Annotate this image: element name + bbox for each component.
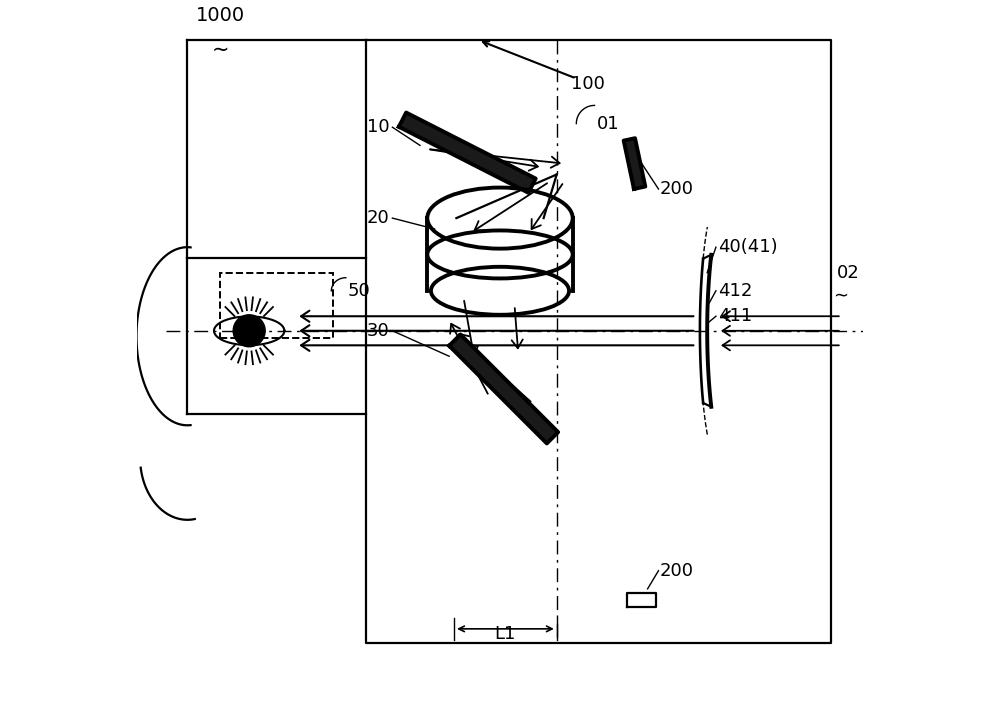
Text: 20: 20 <box>367 209 389 227</box>
Text: ∼: ∼ <box>211 40 229 60</box>
Circle shape <box>233 315 265 347</box>
Text: 30: 30 <box>367 322 389 340</box>
Text: 412: 412 <box>718 282 752 300</box>
Text: 40(41): 40(41) <box>718 238 778 256</box>
Text: 100: 100 <box>571 75 605 92</box>
Text: 200: 200 <box>660 180 694 198</box>
Text: L1: L1 <box>494 625 516 643</box>
Polygon shape <box>624 138 645 189</box>
Text: 1000: 1000 <box>196 7 245 25</box>
Polygon shape <box>399 113 536 193</box>
Polygon shape <box>449 334 558 443</box>
Text: 50: 50 <box>347 282 370 300</box>
Text: ∼: ∼ <box>833 287 848 305</box>
Text: 01: 01 <box>597 115 619 132</box>
Text: 10: 10 <box>367 119 389 136</box>
Text: 411: 411 <box>718 308 752 325</box>
Text: 02: 02 <box>837 264 859 281</box>
Text: 200: 200 <box>660 562 694 579</box>
